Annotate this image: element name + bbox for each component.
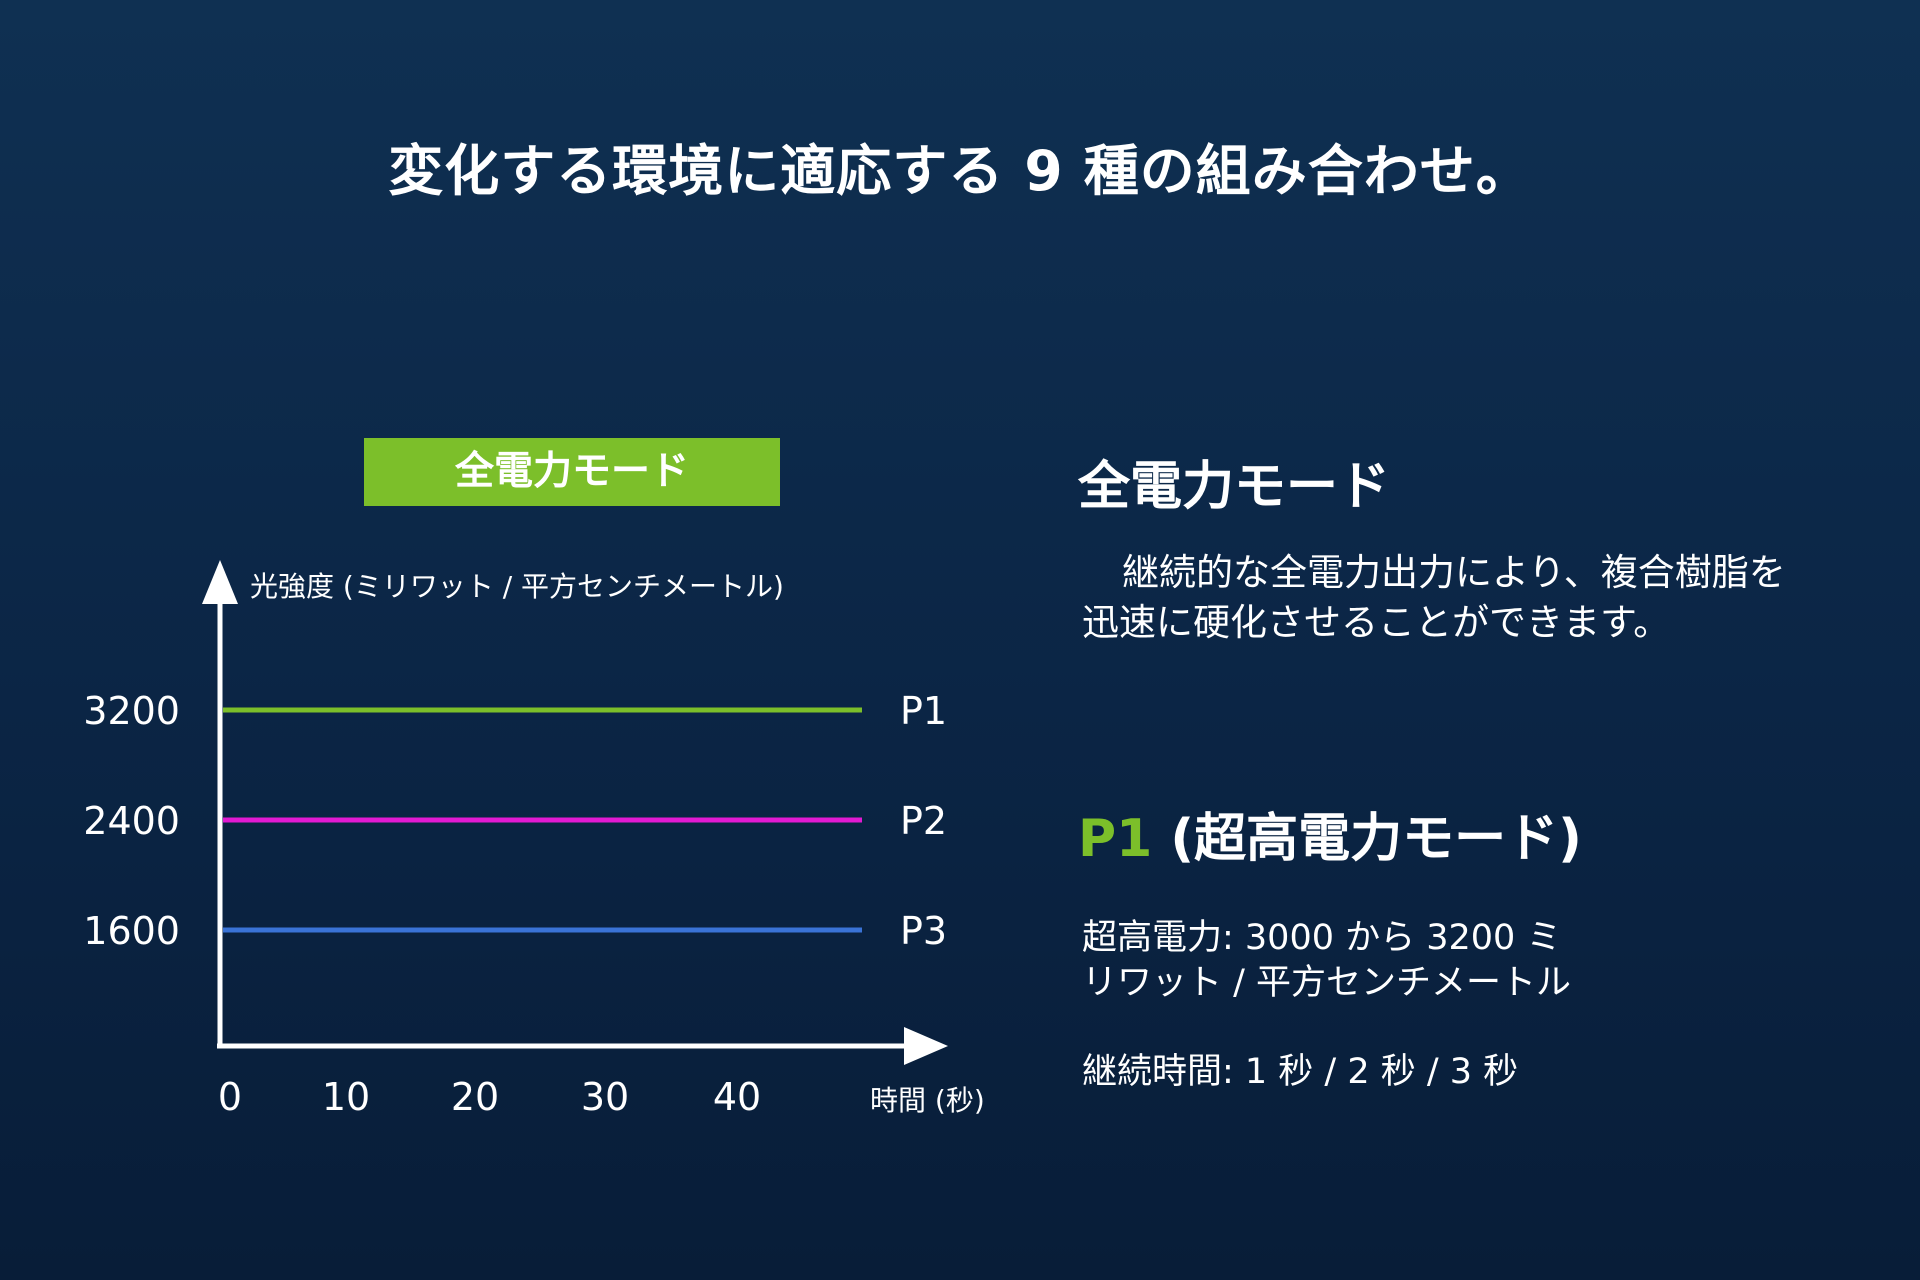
- chart-ticks: 0 10 20 30 40 3200 2400 1600: [83, 689, 761, 1119]
- headline: 変化する環境に適応する 9 種の組み合わせ。: [388, 139, 1532, 203]
- x-tick-label: 0: [218, 1075, 242, 1119]
- p1-tag: P1: [1078, 809, 1153, 869]
- duration-spec: 継続時間: 1 秒 / 2 秒 / 3 秒: [1082, 1052, 1519, 1092]
- y-axis-label: 光強度 (ミリワット / 平方センチメートル): [250, 570, 784, 603]
- y-axis-arrow-icon: [202, 560, 238, 604]
- series-label-p3: P3: [900, 909, 947, 953]
- series-label-p2: P2: [900, 799, 947, 843]
- y-tick-label: 1600: [83, 909, 180, 953]
- mode-description: 継続的な全電力出力により、複合樹脂を迅速に硬化させることができます。: [1082, 551, 1786, 644]
- power-spec: 超高電力: 3000 から 3200 ミリワット / 平方センチメートル: [1082, 918, 1572, 1003]
- chart-series: P1 P2 P3: [223, 689, 947, 953]
- chart-axes: 光強度 (ミリワット / 平方センチメートル) 時間 (秒): [202, 560, 985, 1117]
- p1-title: (超高電力モード): [1152, 809, 1582, 869]
- p1-heading: P1 (超高電力モード): [1078, 796, 1582, 871]
- x-tick-label: 10: [322, 1075, 370, 1119]
- y-tick-label: 2400: [83, 799, 180, 843]
- x-tick-label: 20: [451, 1075, 499, 1119]
- x-axis-arrow-icon: [904, 1027, 948, 1065]
- mode-title: 全電力モード: [1078, 457, 1391, 517]
- y-tick-label: 3200: [83, 689, 180, 733]
- light-intensity-chart: 光強度 (ミリワット / 平方センチメートル) 時間 (秒) 0 10 20 30 40…: [83, 560, 985, 1119]
- x-axis-label: 時間 (秒): [870, 1084, 985, 1117]
- x-tick-label: 40: [713, 1075, 761, 1119]
- mode-badge: 全電力モード: [364, 438, 780, 506]
- x-tick-label: 30: [581, 1075, 629, 1119]
- series-label-p1: P1: [900, 689, 947, 733]
